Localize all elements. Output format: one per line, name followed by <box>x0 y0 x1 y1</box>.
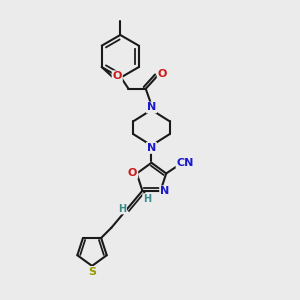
Text: N: N <box>147 143 156 153</box>
Text: O: O <box>158 69 167 79</box>
Text: N: N <box>147 103 156 112</box>
Text: S: S <box>88 267 97 277</box>
Text: O: O <box>112 71 122 81</box>
Text: H: H <box>118 204 126 214</box>
Text: CN: CN <box>176 158 194 168</box>
Text: H: H <box>143 194 151 204</box>
Text: O: O <box>128 168 137 178</box>
Text: N: N <box>160 186 170 196</box>
